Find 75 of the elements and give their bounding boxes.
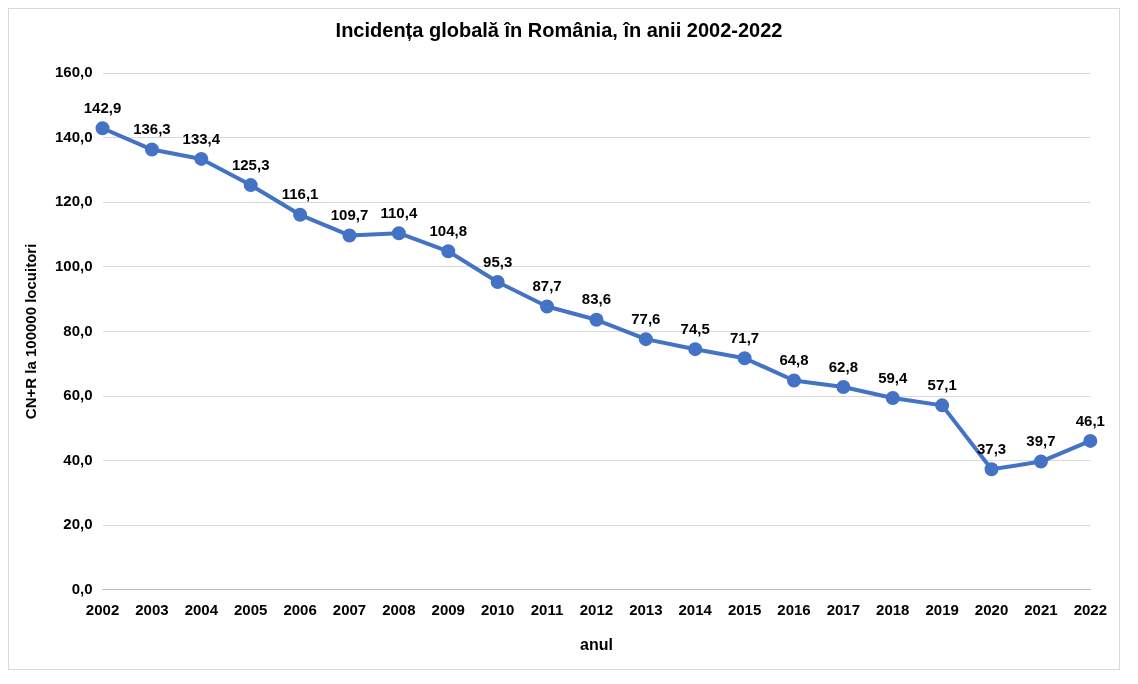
point — [194, 151, 209, 166]
point — [935, 398, 950, 413]
x-tick-label: 2017 — [826, 600, 861, 618]
x-tick-label: 2018 — [876, 600, 910, 618]
y-tick-label: 0,0 — [71, 579, 93, 597]
x-tick-label: 2010 — [480, 600, 515, 618]
y-tick-label: 100,0 — [54, 256, 93, 274]
data-label: 77,6 — [631, 309, 661, 327]
point — [293, 207, 308, 222]
point — [144, 142, 159, 157]
point — [984, 462, 999, 477]
data-label: 62,8 — [828, 357, 858, 375]
point — [589, 312, 604, 327]
x-tick-label: 2011 — [530, 600, 564, 618]
y-tick-label: 60,0 — [63, 386, 93, 404]
y-tick-label: 80,0 — [63, 321, 93, 339]
data-label: 71,7 — [729, 328, 760, 346]
point — [688, 342, 703, 357]
x-tick-label: 2002 — [85, 600, 120, 618]
data-label: 116,1 — [281, 185, 319, 203]
point — [737, 351, 752, 366]
data-label: 110,4 — [380, 203, 418, 221]
point — [1033, 454, 1048, 469]
data-label: 133,4 — [182, 129, 221, 147]
point — [786, 373, 801, 388]
data-label: 142,9 — [83, 98, 122, 116]
data-label: 39,7 — [1026, 432, 1056, 450]
x-tick-label: 2007 — [332, 600, 367, 618]
y-tick-label: 120,0 — [54, 192, 93, 210]
point — [1083, 433, 1098, 448]
point — [342, 228, 357, 243]
x-tick-label: 2021 — [1024, 600, 1058, 618]
x-tick-label: 2006 — [283, 600, 317, 618]
data-label: 87,7 — [532, 277, 562, 295]
data-label: 57,1 — [927, 376, 957, 394]
x-tick-label: 2015 — [727, 600, 762, 618]
data-label: 59,4 — [878, 368, 909, 386]
point — [95, 121, 110, 136]
x-tick-label: 2005 — [234, 600, 268, 618]
y-tick-label: 140,0 — [54, 127, 93, 145]
x-tick-label: 2008 — [382, 600, 416, 618]
point — [243, 178, 258, 193]
x-tick-label: 2019 — [925, 600, 959, 618]
y-tick-label: 20,0 — [63, 515, 93, 533]
x-axis-title: anul — [579, 635, 613, 653]
data-label: 109,7 — [330, 206, 369, 224]
point — [638, 332, 653, 347]
point — [391, 226, 406, 241]
x-tick-label: 2012 — [579, 600, 614, 618]
data-label: 64,8 — [779, 351, 809, 369]
x-tick-label: 2020 — [974, 600, 1009, 618]
y-tick-label: 40,0 — [63, 450, 93, 468]
data-label: 104,8 — [429, 221, 468, 239]
x-tick-label: 2004 — [184, 600, 219, 618]
x-tick-label: 2016 — [777, 600, 811, 618]
point — [540, 299, 555, 314]
x-tick-label: 2003 — [135, 600, 169, 618]
point — [836, 379, 851, 394]
x-tick-label: 2013 — [629, 600, 663, 618]
x-tick-label: 2014 — [678, 600, 713, 618]
data-label: 83,6 — [581, 290, 612, 308]
data-label: 46,1 — [1075, 411, 1105, 429]
data-label: 125,3 — [231, 155, 270, 173]
point — [441, 244, 456, 259]
y-axis-title: CN+R la 100000 locuitori — [22, 243, 40, 420]
chart-title: Incidența globală în România, în anii 2002-2022 — [335, 18, 783, 41]
point — [885, 390, 900, 405]
data-label: 95,3 — [483, 252, 513, 270]
data-label: 136,3 — [133, 120, 171, 138]
data-label: 74,5 — [680, 319, 710, 337]
x-tick-label: 2009 — [431, 600, 465, 618]
y-tick-label: 160,0 — [54, 63, 93, 81]
data-label: 37,3 — [976, 439, 1007, 457]
point — [490, 274, 505, 289]
x-tick-label: 2022 — [1073, 600, 1107, 618]
